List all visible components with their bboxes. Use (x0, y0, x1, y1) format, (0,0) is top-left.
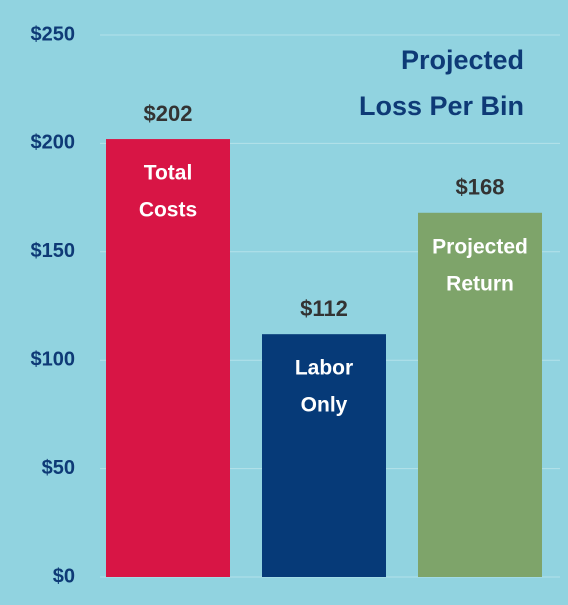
category-label: Projected (432, 235, 528, 258)
chart-title: Loss Per Bin (359, 91, 524, 121)
category-label: Costs (139, 199, 197, 222)
category-label: Labor (295, 357, 353, 380)
value-label: $168 (456, 175, 505, 200)
y-tick-label: $0 (53, 565, 75, 587)
bar (418, 212, 542, 577)
y-tick-label: $150 (31, 240, 76, 262)
y-tick-label: $200 (31, 132, 76, 154)
category-label: Return (446, 272, 514, 295)
category-label: Total (144, 162, 193, 185)
chart-title: Projected (401, 45, 524, 75)
bar (262, 334, 386, 577)
y-tick-label: $250 (31, 23, 76, 45)
category-label: Only (301, 394, 348, 417)
value-label: $112 (300, 296, 348, 321)
y-tick-label: $50 (42, 457, 75, 479)
y-tick-label: $100 (31, 348, 76, 370)
value-label: $202 (144, 101, 193, 126)
bar (106, 139, 230, 577)
